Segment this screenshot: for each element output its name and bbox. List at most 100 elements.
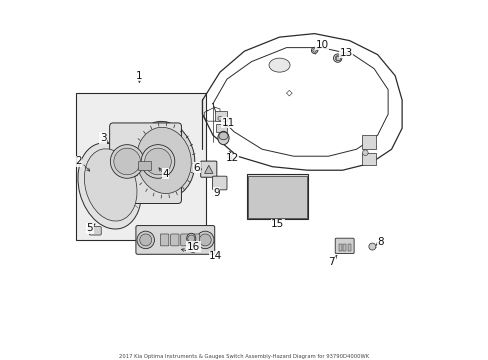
FancyBboxPatch shape bbox=[160, 234, 168, 246]
Circle shape bbox=[140, 234, 151, 246]
FancyBboxPatch shape bbox=[212, 176, 226, 190]
Circle shape bbox=[280, 183, 283, 186]
Bar bbox=[335, 57, 339, 60]
Circle shape bbox=[287, 198, 290, 201]
FancyBboxPatch shape bbox=[335, 238, 353, 253]
Circle shape bbox=[257, 206, 260, 209]
Text: 4: 4 bbox=[162, 169, 168, 179]
Ellipse shape bbox=[219, 132, 227, 140]
Text: 2: 2 bbox=[75, 157, 81, 166]
Circle shape bbox=[264, 183, 267, 186]
Circle shape bbox=[110, 145, 143, 178]
Text: 12: 12 bbox=[225, 153, 238, 163]
Ellipse shape bbox=[136, 127, 191, 194]
Circle shape bbox=[280, 190, 283, 193]
Text: 3: 3 bbox=[100, 133, 106, 143]
FancyBboxPatch shape bbox=[89, 226, 101, 235]
Circle shape bbox=[295, 183, 298, 186]
Circle shape bbox=[295, 206, 298, 209]
Bar bbox=[343, 244, 346, 251]
Circle shape bbox=[295, 213, 298, 216]
Text: 9: 9 bbox=[213, 188, 219, 198]
Bar bbox=[214, 111, 226, 121]
Bar bbox=[215, 123, 226, 132]
FancyBboxPatch shape bbox=[191, 234, 199, 246]
Circle shape bbox=[137, 231, 154, 249]
Circle shape bbox=[287, 206, 290, 209]
Circle shape bbox=[280, 198, 283, 201]
Circle shape bbox=[312, 49, 316, 52]
Circle shape bbox=[249, 206, 252, 209]
Text: 10: 10 bbox=[315, 40, 328, 50]
Circle shape bbox=[272, 206, 275, 209]
Circle shape bbox=[249, 213, 252, 216]
Circle shape bbox=[280, 206, 283, 209]
Circle shape bbox=[257, 198, 260, 201]
Circle shape bbox=[227, 155, 232, 159]
Text: 2017 Kia Optima Instruments & Gauges Switch Assembly-Hazard Diagram for 93790D40: 2017 Kia Optima Instruments & Gauges Swi… bbox=[119, 354, 369, 359]
Circle shape bbox=[187, 235, 194, 242]
Circle shape bbox=[199, 234, 211, 246]
Circle shape bbox=[264, 198, 267, 201]
Circle shape bbox=[114, 148, 140, 175]
Circle shape bbox=[333, 54, 341, 62]
Circle shape bbox=[287, 183, 290, 186]
Circle shape bbox=[335, 56, 340, 60]
Circle shape bbox=[257, 190, 260, 193]
Ellipse shape bbox=[78, 143, 141, 229]
Circle shape bbox=[362, 150, 367, 156]
Circle shape bbox=[144, 148, 171, 175]
Circle shape bbox=[295, 198, 298, 201]
Circle shape bbox=[272, 213, 275, 216]
Circle shape bbox=[272, 190, 275, 193]
Circle shape bbox=[196, 231, 214, 249]
Bar bbox=[361, 135, 375, 149]
Text: 14: 14 bbox=[209, 251, 222, 261]
FancyBboxPatch shape bbox=[200, 161, 216, 177]
Ellipse shape bbox=[84, 149, 137, 221]
Polygon shape bbox=[204, 165, 213, 174]
Bar bbox=[247, 176, 306, 218]
Ellipse shape bbox=[133, 121, 194, 198]
FancyBboxPatch shape bbox=[109, 123, 181, 203]
Text: 15: 15 bbox=[271, 219, 284, 229]
FancyBboxPatch shape bbox=[136, 226, 214, 254]
Ellipse shape bbox=[186, 233, 195, 244]
Circle shape bbox=[280, 213, 283, 216]
Text: 1: 1 bbox=[136, 71, 142, 81]
Bar bbox=[347, 244, 350, 251]
Text: 8: 8 bbox=[376, 237, 383, 247]
Bar bbox=[246, 174, 307, 219]
Circle shape bbox=[311, 47, 317, 54]
Bar bbox=[361, 153, 375, 165]
Text: 11: 11 bbox=[222, 118, 235, 127]
Circle shape bbox=[257, 213, 260, 216]
Circle shape bbox=[287, 190, 290, 193]
FancyBboxPatch shape bbox=[170, 234, 179, 246]
Bar bbox=[138, 162, 151, 170]
Circle shape bbox=[368, 243, 375, 250]
Circle shape bbox=[287, 213, 290, 216]
Bar bbox=[76, 93, 205, 240]
Circle shape bbox=[249, 198, 252, 201]
Circle shape bbox=[249, 183, 252, 186]
FancyBboxPatch shape bbox=[181, 234, 189, 246]
Text: 6: 6 bbox=[193, 163, 200, 173]
Circle shape bbox=[295, 190, 298, 193]
Circle shape bbox=[249, 190, 252, 193]
Circle shape bbox=[264, 206, 267, 209]
Circle shape bbox=[272, 198, 275, 201]
Circle shape bbox=[257, 183, 260, 186]
Circle shape bbox=[141, 145, 174, 178]
Ellipse shape bbox=[268, 58, 289, 72]
Text: 5: 5 bbox=[86, 223, 93, 233]
Circle shape bbox=[264, 213, 267, 216]
Text: 16: 16 bbox=[186, 242, 200, 252]
Ellipse shape bbox=[218, 131, 228, 145]
Bar bbox=[338, 244, 341, 251]
Circle shape bbox=[272, 183, 275, 186]
Text: 7: 7 bbox=[327, 257, 334, 267]
Text: 13: 13 bbox=[339, 48, 352, 58]
Circle shape bbox=[218, 116, 222, 121]
Circle shape bbox=[264, 190, 267, 193]
